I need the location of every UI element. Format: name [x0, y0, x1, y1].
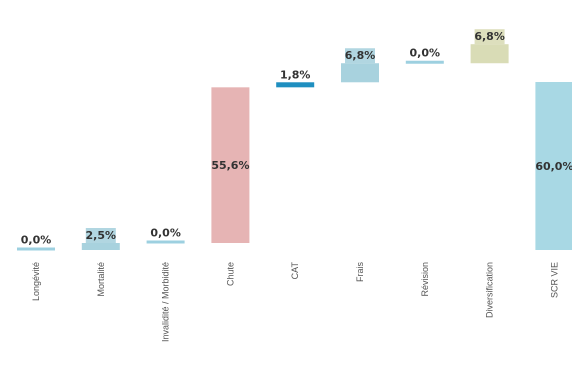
data-label-bg-7	[474, 29, 505, 45]
data-label-6: 0,0%	[410, 47, 441, 60]
bar-0	[17, 247, 55, 251]
data-label-7: 6,8%	[474, 30, 505, 43]
data-label-0: 0,0%	[21, 234, 52, 247]
x-tick-label-3: Chute	[225, 262, 235, 286]
x-tick-label-7: Diversification	[485, 262, 495, 318]
data-label-5: 6,8%	[345, 49, 376, 62]
x-tick-labels-layer: Longévité Mortalité Invalidité / Morbidité…	[31, 262, 559, 343]
bar-5	[341, 63, 379, 83]
x-tick-label-5: Frais	[355, 262, 365, 282]
data-label-2: 0,0%	[150, 227, 181, 240]
data-label-4: 1,8%	[280, 68, 311, 81]
x-tick-label-2: Invalidité / Morbidité	[161, 262, 171, 342]
x-tick-label-6: Révision	[420, 262, 430, 297]
x-tick-label-1: Mortalité	[96, 262, 106, 297]
x-tick-label-8: SCR VIE	[549, 262, 559, 298]
bar-7	[470, 44, 509, 64]
data-label-1: 2,5%	[86, 229, 117, 242]
bar-4	[276, 82, 315, 88]
bar-6	[405, 60, 444, 64]
x-tick-label-4: CAT	[290, 262, 300, 280]
bars-layer	[17, 44, 572, 251]
data-label-bg-5	[345, 48, 375, 64]
bar-8	[535, 82, 572, 250]
bar-1	[81, 243, 120, 250]
bar-3	[211, 87, 250, 243]
data-label-bg-1	[85, 228, 116, 243]
data-labels-layer: 0,0% 2,5% 0,0% 55,6% 1,8% 6,8% 0,0% 6,8% 60,0%	[21, 29, 572, 247]
data-label-3: 55,6%	[211, 159, 249, 172]
data-label-8: 60,0%	[535, 160, 572, 173]
bar-2	[146, 240, 185, 244]
x-tick-label-0: Longévité	[31, 262, 41, 301]
